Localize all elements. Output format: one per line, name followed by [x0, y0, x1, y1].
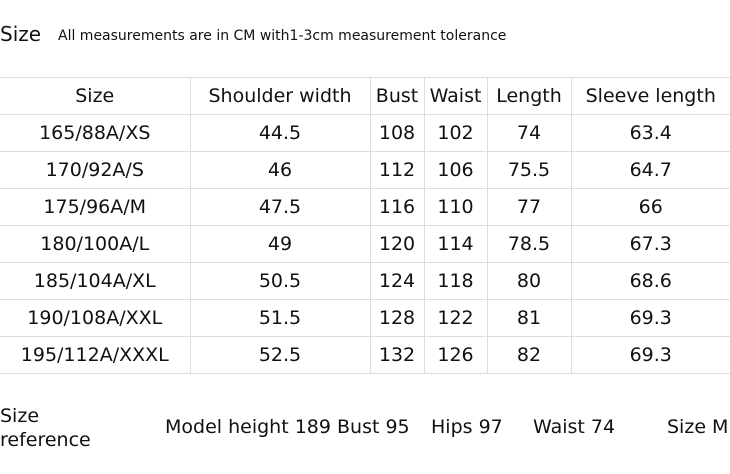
column-header: Sleeve length: [570, 77, 730, 115]
footer-item: Size M: [667, 416, 729, 438]
table-cell: 132: [369, 336, 425, 374]
table-cell: 49: [189, 225, 371, 263]
table-cell: 52.5: [189, 336, 371, 374]
table-cell: 47.5: [189, 188, 371, 226]
column-header: Waist: [423, 77, 488, 115]
table-body: Size Shoulder width Bust Waist Length Sleeve …: [0, 77, 730, 374]
table-cell: 122: [423, 299, 488, 337]
footer-item: Model height 189 Bust 95: [165, 416, 410, 438]
table-cell: 68.6: [570, 262, 730, 300]
table-cell: 51.5: [189, 299, 371, 337]
header-title: Size: [0, 22, 42, 46]
table-cell: 112: [369, 151, 425, 189]
table-row: 165/88A/XS 44.5 108 102 74 63.4: [0, 114, 730, 152]
column-header: Length: [486, 77, 572, 115]
table-cell: 82: [486, 336, 572, 374]
table-cell: 190/108A/XXL: [0, 299, 191, 337]
table-cell: 64.7: [570, 151, 730, 189]
table-cell: 50.5: [189, 262, 371, 300]
table-cell: 126: [423, 336, 488, 374]
table-cell: 69.3: [570, 336, 730, 374]
table-cell: 108: [369, 114, 425, 152]
table-row: 190/108A/XXL 51.5 128 122 81 69.3: [0, 299, 730, 337]
table-cell: 114: [423, 225, 488, 263]
column-header: Size: [0, 77, 191, 115]
table-cell: 128: [369, 299, 425, 337]
table-cell: 120: [369, 225, 425, 263]
table-row: 185/104A/XL 50.5 124 118 80 68.6: [0, 262, 730, 300]
table-cell: 118: [423, 262, 488, 300]
table-cell: 67.3: [570, 225, 730, 263]
footer-label: Size reference: [0, 405, 91, 451]
header-note: All measurements are in CM with1-3cm mea…: [58, 28, 507, 44]
table-cell: 77: [486, 188, 572, 226]
column-header: Shoulder width: [189, 77, 371, 115]
table-cell: 46: [189, 151, 371, 189]
table-cell: 102: [423, 114, 488, 152]
table-row: 180/100A/L 49 120 114 78.5 67.3: [0, 225, 730, 263]
table-cell: 175/96A/M: [0, 188, 191, 226]
table-cell: 106: [423, 151, 488, 189]
table-cell: 69.3: [570, 299, 730, 337]
table-cell: 170/92A/S: [0, 151, 191, 189]
table-cell: 78.5: [486, 225, 572, 263]
table-cell: 110: [423, 188, 488, 226]
table-cell: 165/88A/XS: [0, 114, 191, 152]
table-cell: 124: [369, 262, 425, 300]
table-cell: 66: [570, 188, 730, 226]
table-cell: 195/112A/XXXL: [0, 336, 191, 374]
table-cell: 81: [486, 299, 572, 337]
size-table: Size Shoulder width Bust Waist Length Sleeve …: [0, 77, 730, 374]
footer-item: Hips 97: [431, 416, 503, 438]
table-cell: 80: [486, 262, 572, 300]
table-row: 195/112A/XXXL 52.5 132 126 82 69.3: [0, 336, 730, 374]
table-cell: 74: [486, 114, 572, 152]
column-header: Bust: [369, 77, 425, 115]
table-cell: 185/104A/XL: [0, 262, 191, 300]
table-row: 175/96A/M 47.5 116 110 77 66: [0, 188, 730, 226]
table-cell: 75.5: [486, 151, 572, 189]
table-cell: 116: [369, 188, 425, 226]
table-cell: 44.5: [189, 114, 371, 152]
table-cell: 63.4: [570, 114, 730, 152]
table-cell: 180/100A/L: [0, 225, 191, 263]
header-row: Size Shoulder width Bust Waist Length Sleeve …: [0, 77, 730, 115]
footer-item: Waist 74: [533, 416, 616, 438]
table-row: 170/92A/S 46 112 106 75.5 64.7: [0, 151, 730, 189]
